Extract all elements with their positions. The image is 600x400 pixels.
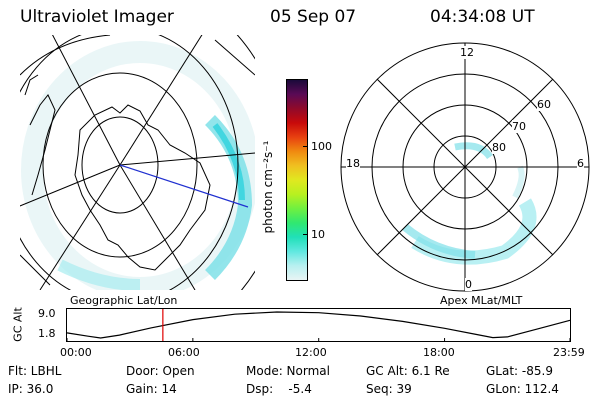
mlt-spokes — [341, 43, 589, 291]
aurora-band-right — [402, 142, 537, 265]
mlt-label-0: 0 — [465, 278, 472, 291]
magnetic-polar-plot — [340, 42, 590, 292]
meridian-lines-left — [20, 35, 255, 290]
gc-alt-readout: GC Alt: 6.1 Re — [366, 364, 450, 378]
colorbar — [286, 79, 308, 281]
mlat-label-80: 80 — [492, 141, 506, 154]
instrument-title: Ultraviolet Imager — [20, 7, 174, 27]
glon-readout: GLon: 112.4 — [486, 382, 559, 396]
mlat-label-70: 70 — [512, 120, 526, 133]
mlt-label-6: 6 — [577, 157, 584, 170]
altitude-xtick-2: 12:00 — [295, 346, 327, 359]
altitude-xtick-4: 23:59 — [553, 346, 585, 359]
altitude-plot — [66, 308, 571, 342]
mlt-label-12: 12 — [460, 46, 474, 59]
mlt-label-18: 18 — [346, 157, 360, 170]
colorbar-unit-label: photon cm⁻²s⁻¹ — [261, 140, 275, 234]
sun-direction-line — [119, 164, 249, 208]
glat-readout: GLat: -85.9 — [486, 364, 553, 378]
altitude-xtick-1: 06:00 — [168, 346, 200, 359]
geographic-map — [20, 35, 255, 290]
antarctica-outline — [74, 104, 211, 271]
colorbar-tick-10: 10 — [311, 228, 325, 241]
altitude-series-line — [66, 311, 571, 339]
mode-readout: Mode: Normal — [246, 364, 330, 378]
right-map-caption: Apex MLat/MLT — [440, 294, 523, 307]
date-label: 05 Sep 07 — [270, 7, 357, 27]
altitude-ytick-low: 1.8 — [38, 327, 56, 340]
seq-readout: Seq: 39 — [366, 382, 412, 396]
altitude-xtick-0: 00:00 — [60, 346, 92, 359]
altitude-ylabel: GC Alt — [11, 307, 25, 342]
latitude-circles-left — [20, 35, 255, 290]
colorbar-gradient — [287, 80, 307, 280]
altitude-ytick-high: 9.0 — [38, 307, 56, 320]
mlat-label-60: 60 — [537, 98, 551, 111]
gain-readout: Gain: 14 — [126, 382, 177, 396]
filter-readout: Flt: LBHL — [8, 364, 62, 378]
altitude-xtick-3: 18:00 — [423, 346, 455, 359]
aurora-band-left — [57, 115, 253, 290]
colorbar-tick-100: 100 — [311, 140, 332, 153]
ip-readout: IP: 36.0 — [8, 382, 54, 396]
boundary-arcs-left — [20, 35, 255, 286]
left-map-caption: Geographic Lat/Lon — [70, 294, 178, 307]
dsp-readout: Dsp: -5.4 — [246, 382, 312, 396]
colorbar-tick-mark-100 — [303, 146, 307, 147]
time-label: 04:34:08 UT — [430, 7, 535, 27]
altitude-plot-frame — [66, 308, 571, 342]
colorbar-tick-mark-10 — [303, 234, 307, 235]
door-readout: Door: Open — [126, 364, 195, 378]
